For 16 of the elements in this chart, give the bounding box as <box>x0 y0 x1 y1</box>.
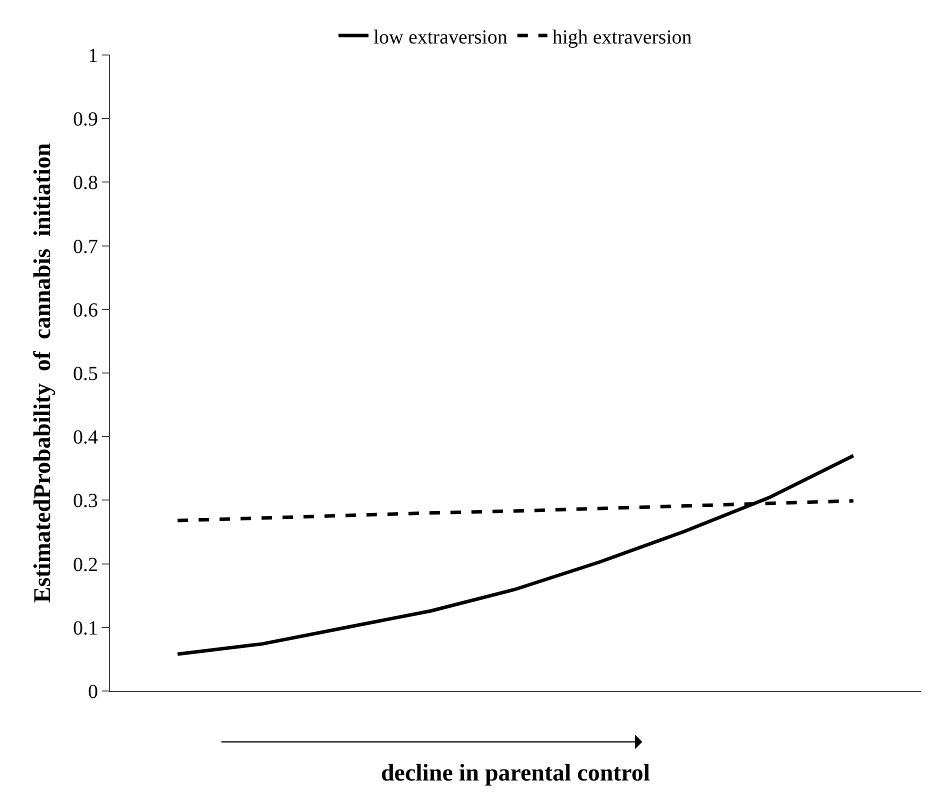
y-tick-label: 0.7 <box>73 236 98 258</box>
y-tick-label: 1 <box>88 45 98 67</box>
y-tick-label: 0.8 <box>73 172 98 194</box>
legend-label: high extraversion <box>552 26 692 48</box>
y-tick-label: 0.1 <box>73 617 98 640</box>
y-tick-label: 0.5 <box>73 363 98 385</box>
y-tick-label: 0.4 <box>73 426 98 449</box>
line-series <box>176 454 856 656</box>
legend-label: low extraversion <box>374 26 508 48</box>
y-tick-label: 0 <box>88 681 98 703</box>
y-tick-label: 0.6 <box>73 299 98 322</box>
y-tick-label: 0.2 <box>73 554 98 576</box>
y-axis-title: EstimatedProbability of cannabis initiation <box>30 143 56 603</box>
y-tick-label: 0.3 <box>73 490 98 512</box>
y-tick-label: 0.9 <box>73 108 98 131</box>
x-axis-title: decline in parental control <box>380 760 650 786</box>
